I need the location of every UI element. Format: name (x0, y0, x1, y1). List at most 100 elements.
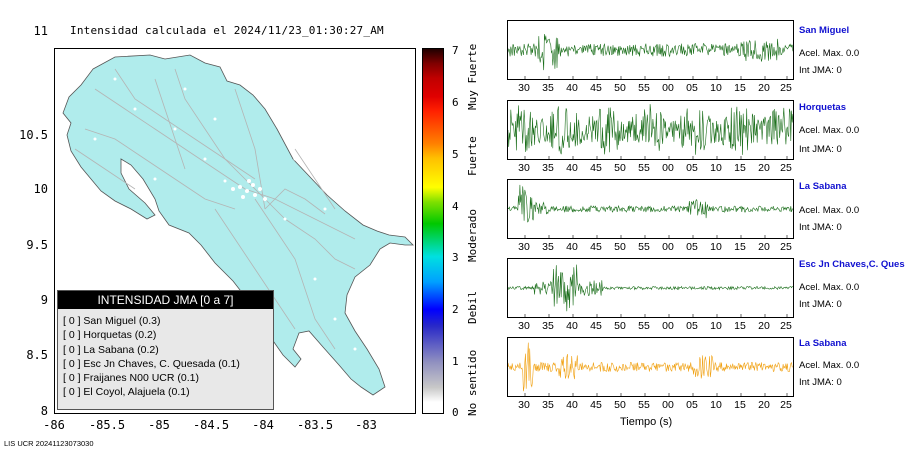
station-name: Esc Jn Chaves,C. Ques (799, 259, 905, 270)
time-tick-label: 30 (518, 162, 530, 174)
time-tick-label: 10 (710, 82, 722, 94)
costa-rica-map (62, 54, 414, 396)
time-tick-label: 30 (518, 320, 530, 332)
time-tick-label: 35 (542, 399, 554, 411)
intensity-colorbar (422, 48, 444, 414)
station-accel: Acel. Max. 0.0 (799, 282, 860, 293)
time-tick-label: 50 (614, 241, 626, 253)
colorbar-number: 4 (452, 200, 459, 213)
time-tick-label: 25 (780, 162, 792, 174)
map-title: Intensidad calculada el 2024/11/23_01:30… (70, 24, 384, 37)
colorbar-label: No sentido (466, 349, 479, 416)
time-tick-label: 40 (566, 399, 578, 411)
station-accel: Acel. Max. 0.0 (799, 125, 860, 136)
time-tick-label: 15 (734, 241, 746, 253)
seismogram-panel (507, 100, 794, 160)
footer-identifier: LIS UCR 20241123073030 (4, 439, 94, 448)
time-tick-label: 10 (710, 399, 722, 411)
x-tick-label: -85.5 (88, 418, 126, 432)
legend-item: [ 0 ] La Sabana (0.2) (63, 343, 159, 356)
seismogram-panel (507, 337, 794, 397)
station-name: La Sabana (799, 338, 847, 349)
x-tick-label: -84.5 (192, 418, 230, 432)
legend-item: [ 0 ] Horquetas (0.2) (63, 329, 157, 342)
time-tick-label: 55 (638, 241, 650, 253)
x-tick-label: -84 (252, 418, 274, 432)
x-tick-label: -83 (355, 418, 377, 432)
colorbar-label: Debil (466, 290, 479, 324)
time-tick-label: 20 (758, 320, 770, 332)
x-tick-label: -86 (43, 418, 65, 432)
time-tick-label: 05 (686, 162, 698, 174)
time-tick-label: 05 (686, 399, 698, 411)
time-tick-label: 40 (566, 162, 578, 174)
station-jma: Int JMA: 0 (799, 377, 842, 388)
colorbar-label: Muy Fuerte (466, 43, 479, 110)
waveform-trace (508, 33, 793, 71)
colorbar-number: 0 (452, 406, 459, 419)
time-tick-label: 40 (566, 82, 578, 94)
intensity-legend: INTENSIDAD JMA [0 a 7] [ 0 ] San Miguel … (57, 290, 274, 410)
colorbar-label: Fuerte (466, 136, 479, 176)
y-tick-label: 10 (33, 182, 48, 196)
time-tick-label: 05 (686, 320, 698, 332)
colorbar-number: 2 (452, 303, 459, 316)
time-tick-label: 20 (758, 82, 770, 94)
time-tick-label: 00 (662, 82, 674, 94)
seismogram-panel (507, 258, 794, 318)
time-tick-label: 20 (758, 241, 770, 253)
waveform-svg (508, 342, 793, 396)
time-tick-label: 45 (590, 320, 602, 332)
time-tick-label: 55 (638, 320, 650, 332)
time-tick-label: 35 (542, 162, 554, 174)
time-tick-label: 25 (780, 320, 792, 332)
colorbar-number: 5 (452, 148, 459, 161)
y-tick-label: 8.5 (26, 348, 48, 362)
colorbar-number: 7 (452, 44, 459, 57)
time-tick-label: 10 (710, 241, 722, 253)
station-jma: Int JMA: 0 (799, 299, 842, 310)
time-tick-label: 45 (590, 241, 602, 253)
time-tick-label: 45 (590, 162, 602, 174)
station-accel: Acel. Max. 0.0 (799, 48, 860, 59)
waveform-svg (508, 104, 793, 159)
waveform-svg (508, 33, 793, 79)
time-tick-label: 15 (734, 162, 746, 174)
waveform-trace (508, 184, 793, 223)
station-accel: Acel. Max. 0.0 (799, 205, 860, 216)
time-tick-label: 40 (566, 320, 578, 332)
station-name: San Miguel (799, 25, 850, 36)
time-tick-label: 25 (780, 82, 792, 94)
y-tick-label: 9.5 (26, 238, 48, 252)
time-tick-label: 30 (518, 399, 530, 411)
legend-header: INTENSIDAD JMA [0 a 7] (58, 291, 273, 309)
time-tick-label: 35 (542, 82, 554, 94)
legend-item: [ 0 ] Fraijanes N00 UCR (0.1) (63, 372, 199, 385)
station-name: Horquetas (799, 102, 846, 113)
time-tick-label: 05 (686, 82, 698, 94)
station-name: La Sabana (799, 181, 847, 192)
y-tick-label: 8 (40, 404, 48, 418)
time-tick-label: 10 (710, 162, 722, 174)
time-axis-label: Tiempo (s) (620, 416, 673, 428)
waveform-trace (508, 264, 793, 312)
time-tick-label: 45 (590, 399, 602, 411)
station-dots (93, 77, 357, 351)
time-tick-label: 20 (758, 399, 770, 411)
time-tick-label: 00 (662, 241, 674, 253)
time-tick-label: 50 (614, 82, 626, 94)
time-tick-label: 35 (542, 320, 554, 332)
time-tick-label: 00 (662, 399, 674, 411)
y-tick-label: 10.5 (19, 128, 48, 142)
station-jma: Int JMA: 0 (799, 222, 842, 233)
time-tick-label: 40 (566, 241, 578, 253)
time-tick-label: 00 (662, 320, 674, 332)
y-tick-label: 11 (33, 24, 48, 38)
colorbar-number: 6 (452, 96, 459, 109)
waveform-svg (508, 184, 793, 238)
seismogram-panel (507, 179, 794, 239)
time-tick-label: 10 (710, 320, 722, 332)
time-tick-label: 15 (734, 399, 746, 411)
time-tick-label: 15 (734, 320, 746, 332)
time-tick-label: 50 (614, 320, 626, 332)
